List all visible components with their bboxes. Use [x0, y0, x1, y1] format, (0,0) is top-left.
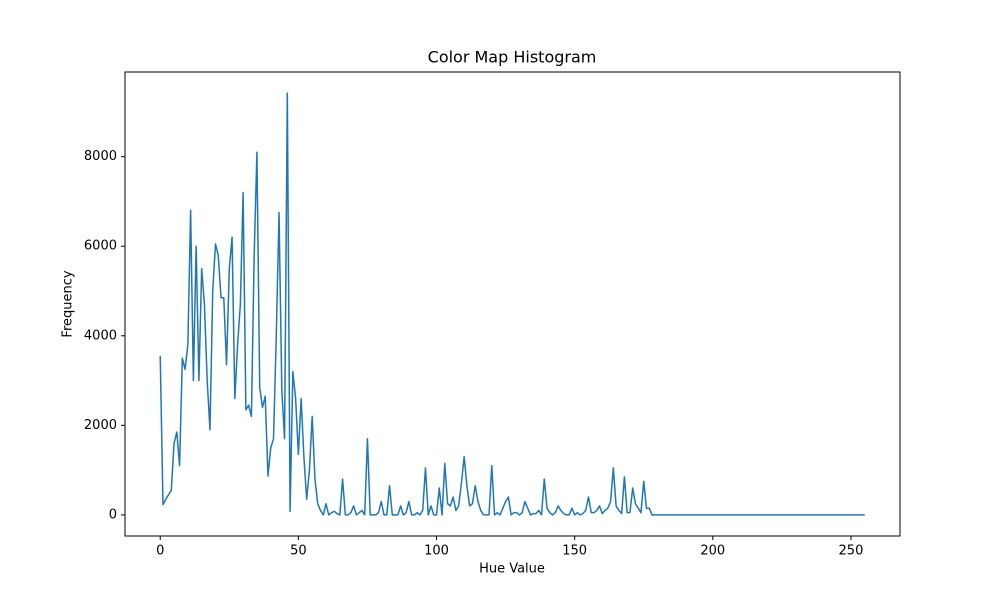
y-tick-label: 2000	[84, 418, 117, 433]
y-tick-label: 8000	[84, 149, 117, 164]
plot-frame	[124, 71, 901, 537]
x-tick-label: 50	[290, 544, 307, 559]
y-axis-label: Frequency	[61, 270, 76, 337]
y-tick-label: 4000	[84, 328, 117, 343]
x-tick-label: 150	[562, 544, 587, 559]
x-tick-label: 200	[700, 544, 725, 559]
y-tick-label: 0	[109, 507, 117, 522]
y-tick-label: 6000	[84, 239, 117, 254]
data-line	[159, 92, 865, 516]
x-tick-label: 100	[424, 544, 449, 559]
chart-title: Color Map Histogram	[428, 48, 597, 67]
x-axis-label: Hue Value	[479, 562, 545, 577]
x-tick-label: 0	[156, 544, 164, 559]
x-tick-label: 250	[839, 544, 864, 559]
